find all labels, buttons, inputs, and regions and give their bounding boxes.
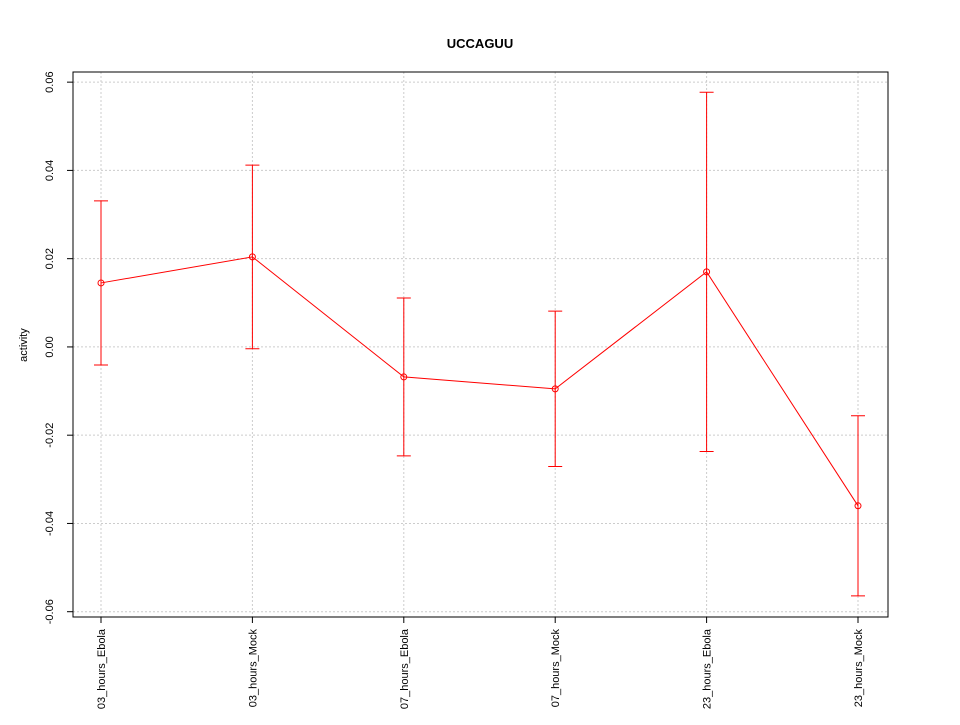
y-tick-label: 0.04 [44, 160, 56, 181]
data-point [97, 279, 105, 287]
data-point [400, 373, 408, 381]
data-point [854, 502, 862, 510]
x-tick-label: 07_hours_Ebola [399, 628, 411, 709]
plot-frame [72, 71, 889, 618]
data-point [703, 268, 711, 276]
chart-title: UCCAGUU [447, 36, 513, 51]
x-tick-label: 23_hours_Mock [853, 629, 865, 708]
y-tick-label: -0.02 [44, 423, 56, 448]
x-tick-label: 23_hours_Ebola [702, 628, 714, 709]
y-tick-label: -0.06 [44, 599, 56, 624]
error-bar [245, 164, 260, 350]
error-bar [396, 297, 411, 457]
x-tick-label: 03_hours_Mock [247, 629, 259, 708]
x-tick-label: 03_hours_Ebola [96, 628, 108, 709]
y-tick-label: 0.00 [44, 336, 56, 357]
data-point [248, 253, 256, 261]
data-line [100, 256, 859, 507]
y-axis-label: activity [18, 328, 30, 362]
error-bar [94, 200, 108, 366]
error-bar [851, 415, 865, 597]
y-tick-label: 0.06 [44, 71, 56, 92]
x-tick-label: 07_hours_Mock [550, 629, 562, 708]
error-bar [548, 310, 563, 468]
data-point [551, 385, 559, 393]
y-tick-label: -0.04 [44, 511, 56, 536]
error-bar [699, 91, 714, 453]
y-tick-label: 0.02 [44, 248, 56, 269]
